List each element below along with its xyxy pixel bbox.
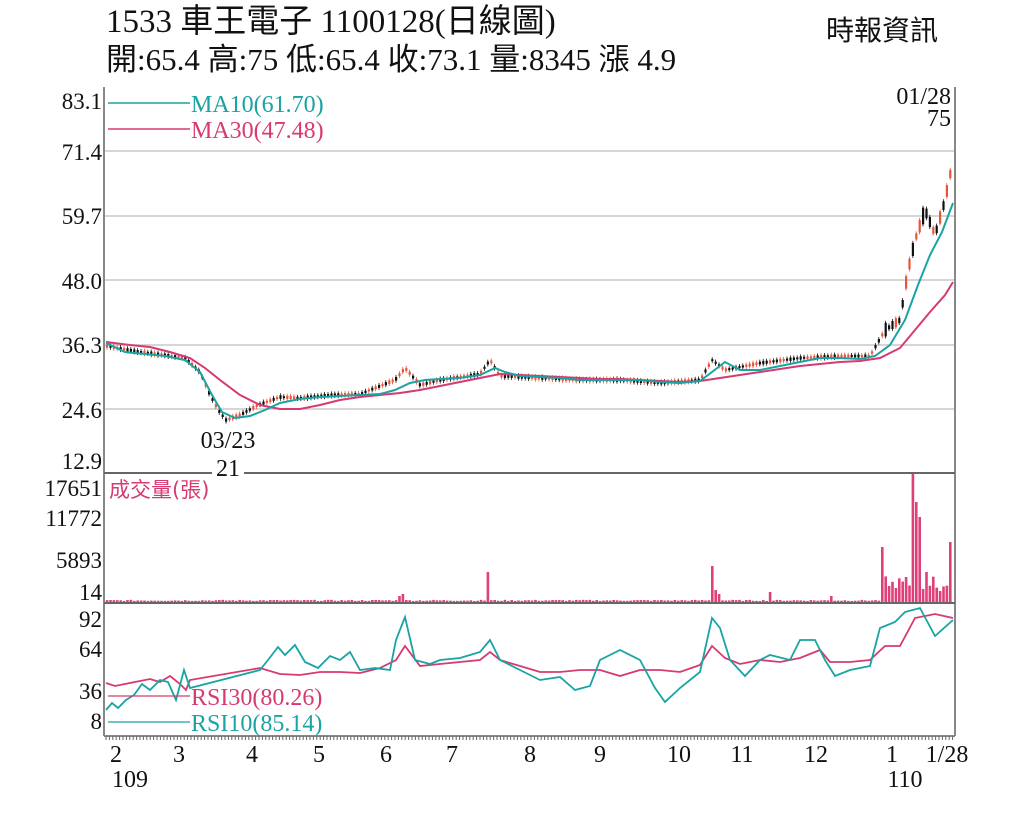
rsi-y-axis: 92 64 36 8 [79, 607, 103, 734]
svg-text:8: 8 [91, 709, 103, 734]
svg-text:2: 2 [110, 742, 122, 768]
chart-frame [103, 87, 956, 737]
price-gridlines [105, 150, 954, 410]
rsi30-legend: RSI30(80.26) [191, 685, 322, 711]
svg-text:11772: 11772 [45, 506, 102, 531]
svg-text:92: 92 [79, 607, 102, 632]
svg-text:6: 6 [380, 742, 392, 768]
svg-text:4: 4 [246, 742, 258, 768]
ma-legend: MA10(61.70) MA30(47.48) [108, 92, 324, 144]
low-value-label: 21 [216, 456, 240, 482]
svg-text:9: 9 [594, 742, 606, 768]
rsi-legend: RSI30(80.26) RSI10(85.14) [108, 685, 322, 737]
ma10-line [105, 202, 954, 420]
svg-text:10: 10 [667, 742, 691, 768]
price-annotations: 01/28 75 [896, 84, 951, 132]
svg-text:7: 7 [446, 742, 458, 768]
rsi30-line [105, 613, 954, 692]
svg-text:12.9: 12.9 [62, 449, 102, 474]
svg-text:3: 3 [173, 742, 185, 768]
volume-panel-label: 成交量(張) [109, 478, 209, 502]
ma30-legend: MA30(47.48) [191, 118, 324, 144]
source-label: 時報資訊 [826, 14, 939, 47]
svg-text:36.3: 36.3 [62, 333, 102, 358]
svg-text:1/28: 1/28 [926, 742, 969, 768]
candlesticks [106, 167, 952, 424]
svg-text:24.6: 24.6 [62, 398, 102, 423]
svg-text:14: 14 [79, 580, 103, 605]
chart-title: 1533 車王電子 1100128(日線圖) [106, 4, 556, 40]
x-axis-labels: 2 3 4 5 6 7 8 9 10 11 12 1 1/28 109 110 [110, 742, 968, 793]
ma10-legend: MA10(61.70) [191, 92, 324, 118]
low-date-label: 03/23 [201, 428, 256, 454]
svg-text:48.0: 48.0 [62, 269, 102, 294]
svg-text:12: 12 [804, 742, 828, 768]
svg-text:109: 109 [112, 767, 148, 793]
svg-text:17651: 17651 [45, 476, 103, 501]
svg-text:83.1: 83.1 [62, 89, 102, 114]
svg-text:36: 36 [79, 679, 102, 704]
volume-bars [105, 474, 952, 602]
low-annotations: 03/23 21 [201, 428, 256, 482]
x-axis-ticks [105, 736, 954, 740]
high-date-label: 01/28 [896, 84, 951, 110]
svg-text:1: 1 [886, 742, 898, 768]
svg-text:64: 64 [79, 637, 103, 662]
price-y-axis: 83.1 71.4 59.7 48.0 36.3 24.6 12.9 [62, 89, 103, 474]
svg-text:11: 11 [730, 742, 753, 768]
svg-text:110: 110 [887, 767, 922, 793]
ohlc-summary: 開:65.4 高:75 低:65.4 收:73.1 量:8345 漲 4.9 [106, 42, 677, 77]
svg-text:8: 8 [524, 742, 536, 768]
high-value-label: 75 [927, 106, 951, 132]
svg-text:59.7: 59.7 [62, 204, 102, 229]
svg-text:5893: 5893 [56, 548, 102, 573]
rsi10-legend: RSI10(85.14) [191, 711, 322, 737]
rsi10-line [105, 606, 954, 711]
svg-text:71.4: 71.4 [62, 140, 103, 165]
volume-y-axis: 17651 11772 5893 14 [45, 476, 103, 605]
svg-text:5: 5 [313, 742, 325, 768]
